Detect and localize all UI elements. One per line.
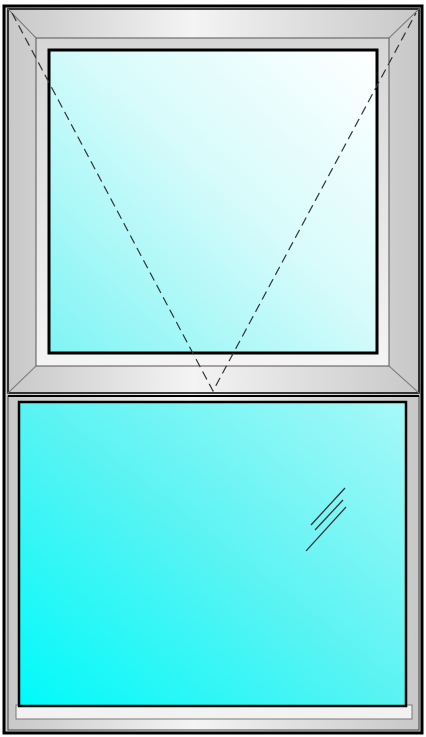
top-glass-pane xyxy=(47,48,379,355)
bottom-glass-pane xyxy=(17,400,408,708)
glass-reflection-marker xyxy=(305,487,347,552)
opening-indicator-lines xyxy=(11,12,417,393)
